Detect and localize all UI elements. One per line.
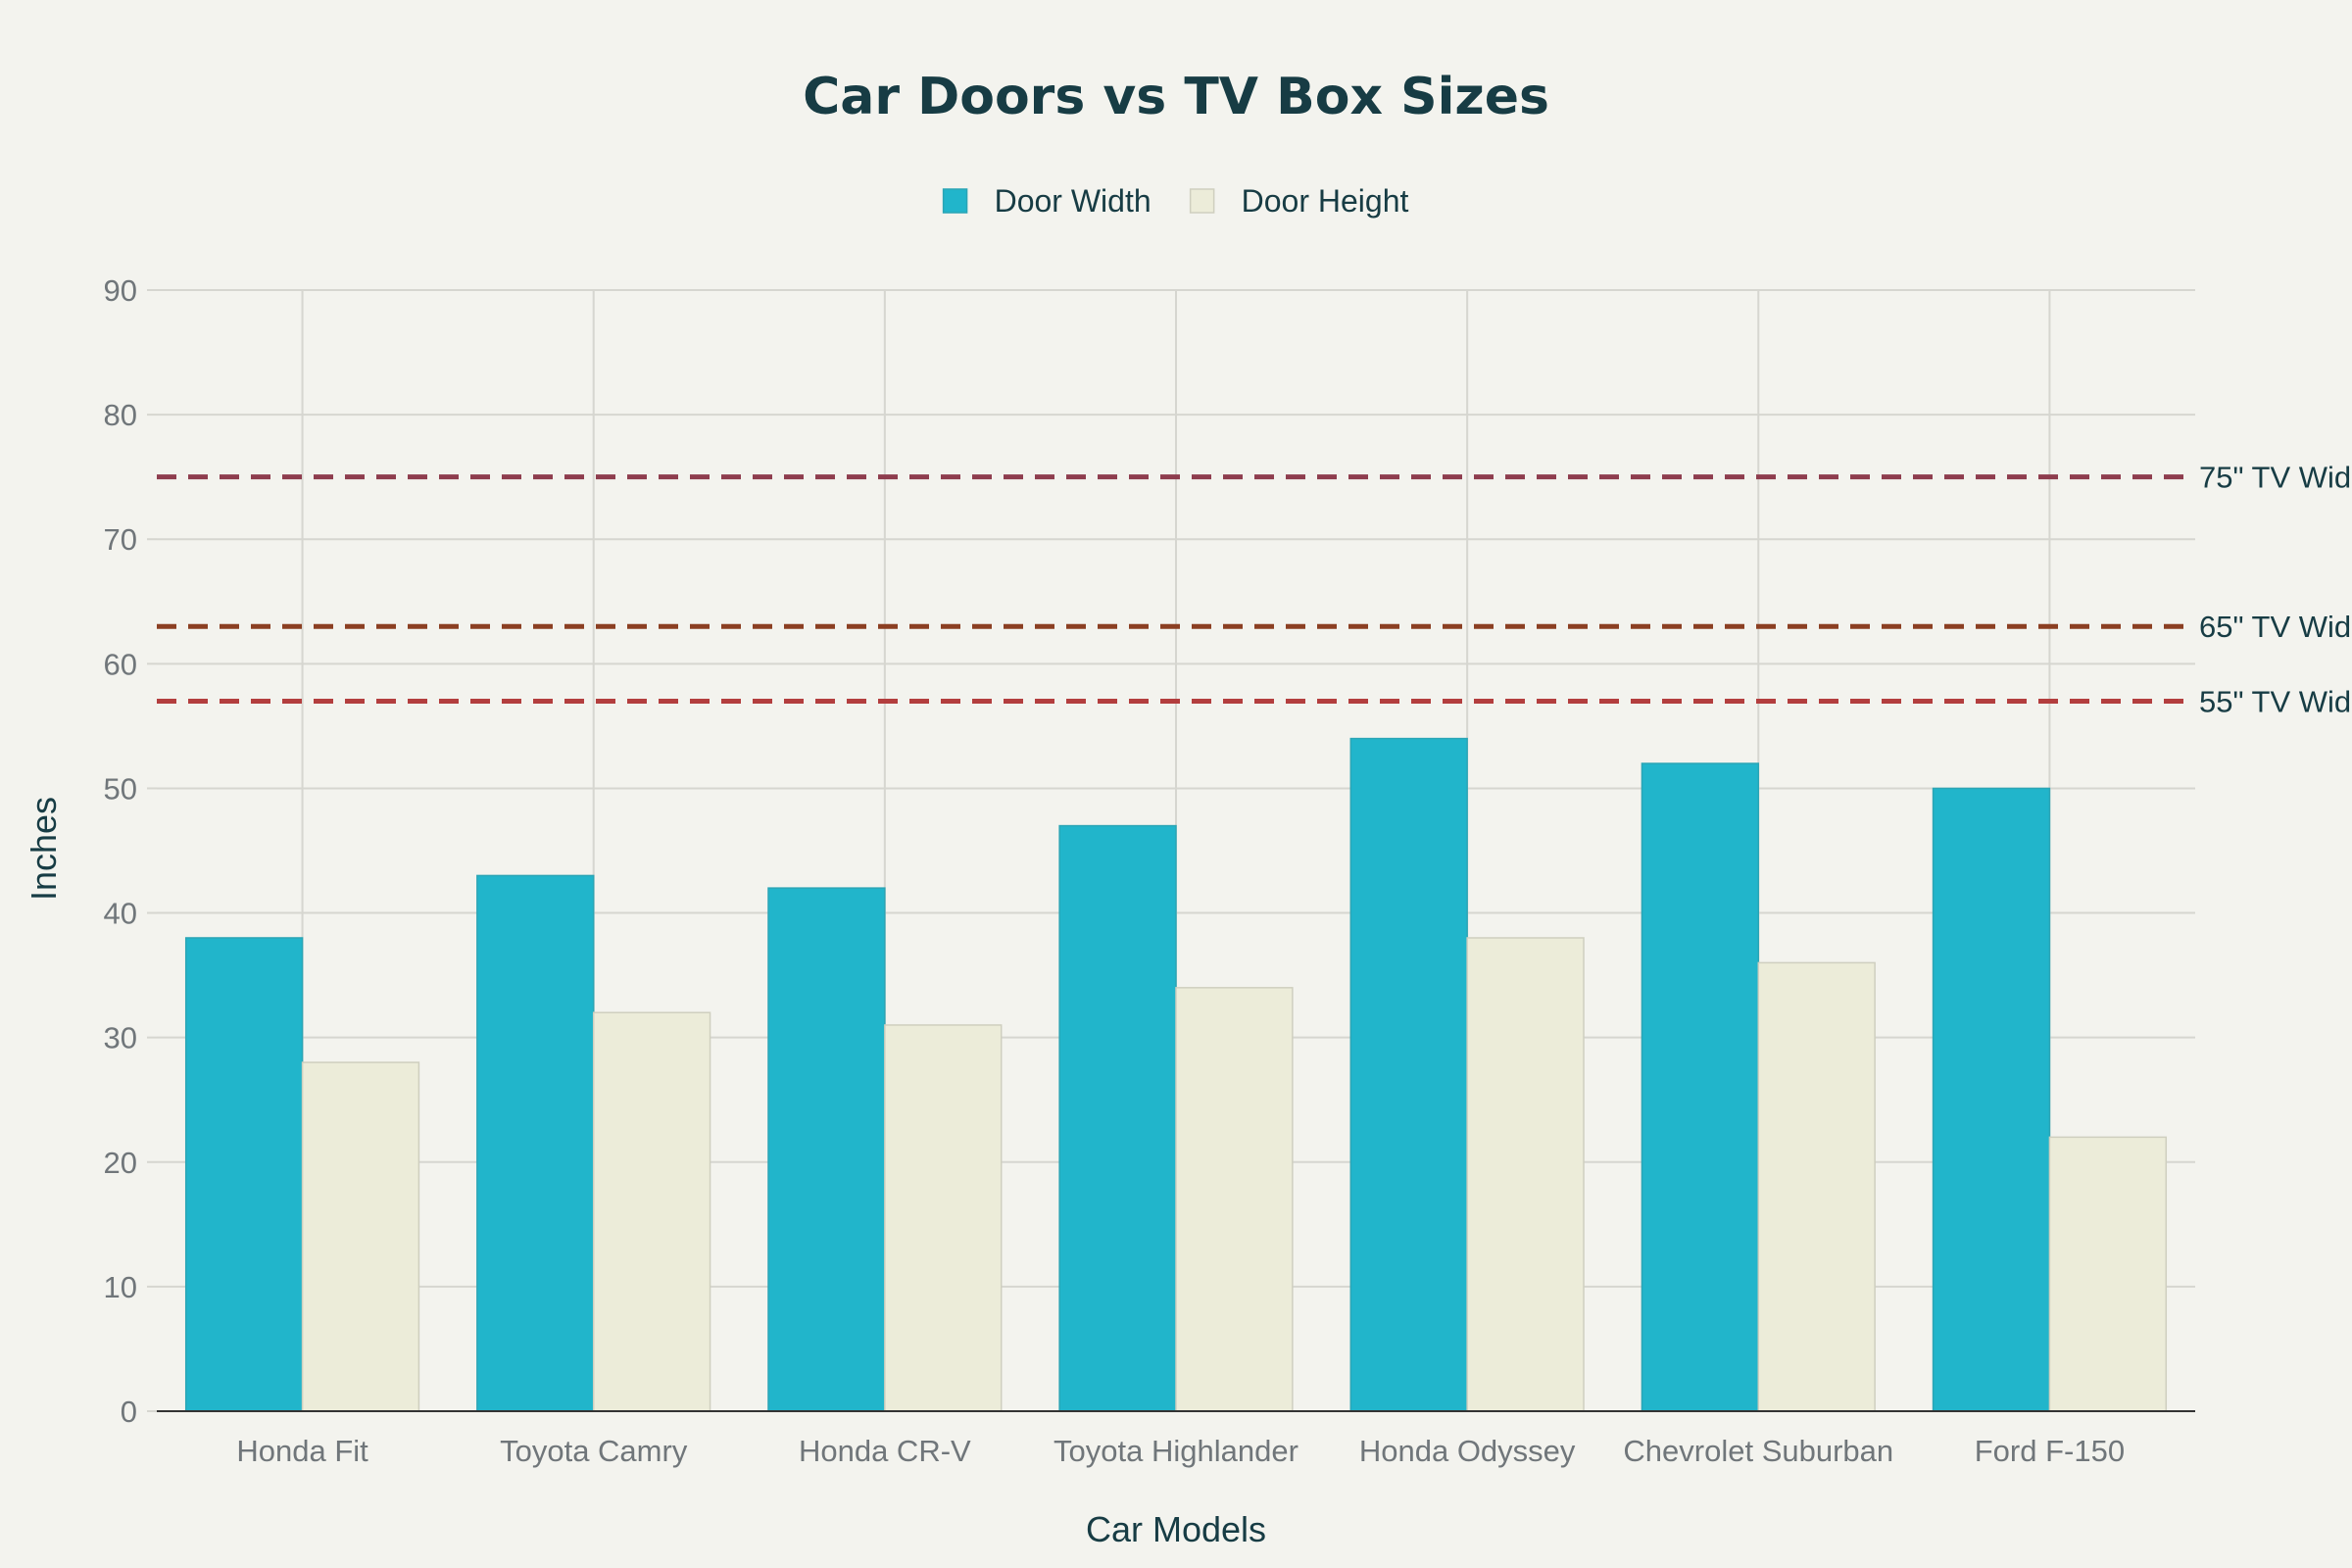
reference-line-label: 75" TV Wid	[2199, 461, 2351, 495]
bar-door-height[interactable]	[1466, 937, 1585, 1412]
chart-title: Car Doors vs TV Box Sizes	[803, 68, 1549, 126]
bar-door-height[interactable]	[1175, 987, 1294, 1412]
bar-door-width[interactable]	[767, 887, 886, 1412]
axes: 0 10 20 30 40 50 60 70 80 90 Honda Fit Toyota Camry…	[104, 273, 2195, 1468]
legend-label[interactable]: Door Height	[1242, 183, 1409, 219]
bar-door-width[interactable]	[1932, 787, 2051, 1412]
y-tick-label: 40	[104, 897, 137, 931]
x-tick-label: Honda Odyssey	[1359, 1434, 1576, 1468]
x-tick-label: Toyota Highlander	[1054, 1434, 1298, 1468]
x-tick-label: Toyota Camry	[500, 1434, 688, 1468]
bars	[184, 737, 2168, 1412]
legend-label[interactable]: Door Width	[995, 183, 1152, 219]
legend-swatch[interactable]	[942, 188, 968, 214]
bar-door-height[interactable]	[2048, 1136, 2168, 1412]
y-axis-title: Inches	[24, 797, 64, 901]
x-tick-label: Ford F-150	[1975, 1434, 2125, 1468]
y-tick-label: 10	[104, 1270, 137, 1304]
bar-door-height[interactable]	[1757, 961, 1876, 1412]
y-tick-label: 50	[104, 771, 137, 806]
bar-door-height[interactable]	[592, 1011, 711, 1412]
bar-door-width[interactable]	[184, 937, 304, 1412]
y-tick-label: 80	[104, 398, 137, 432]
bar-door-width[interactable]	[1058, 824, 1177, 1412]
reference-line-label: 65" TV Wid	[2199, 610, 2351, 644]
x-tick-label: Chevrolet Suburban	[1623, 1434, 1893, 1468]
bar-door-height[interactable]	[301, 1061, 420, 1412]
bar-door-height[interactable]	[884, 1024, 1003, 1412]
bar-door-width[interactable]	[1349, 737, 1468, 1412]
legend: Door Width Door Height	[942, 183, 1409, 219]
x-tick-label: Honda CR-V	[799, 1434, 971, 1468]
y-tick-label: 90	[104, 273, 137, 308]
y-tick-label: 20	[104, 1146, 137, 1180]
legend-swatch[interactable]	[1189, 188, 1215, 214]
y-tick-label: 60	[104, 647, 137, 681]
y-tick-label: 70	[104, 522, 137, 557]
y-tick-label: 30	[104, 1021, 137, 1055]
y-tick-label: 0	[121, 1395, 137, 1429]
reference-lines: 75" TV Wid 65" TV Wid 55" TV Wid	[157, 461, 2351, 718]
x-tick-label: Honda Fit	[236, 1434, 368, 1468]
bar-door-width[interactable]	[1641, 762, 1760, 1412]
bar-door-width[interactable]	[476, 874, 595, 1412]
x-axis-title: Car Models	[1086, 1509, 1266, 1549]
reference-line-label: 55" TV Wid	[2199, 684, 2351, 718]
